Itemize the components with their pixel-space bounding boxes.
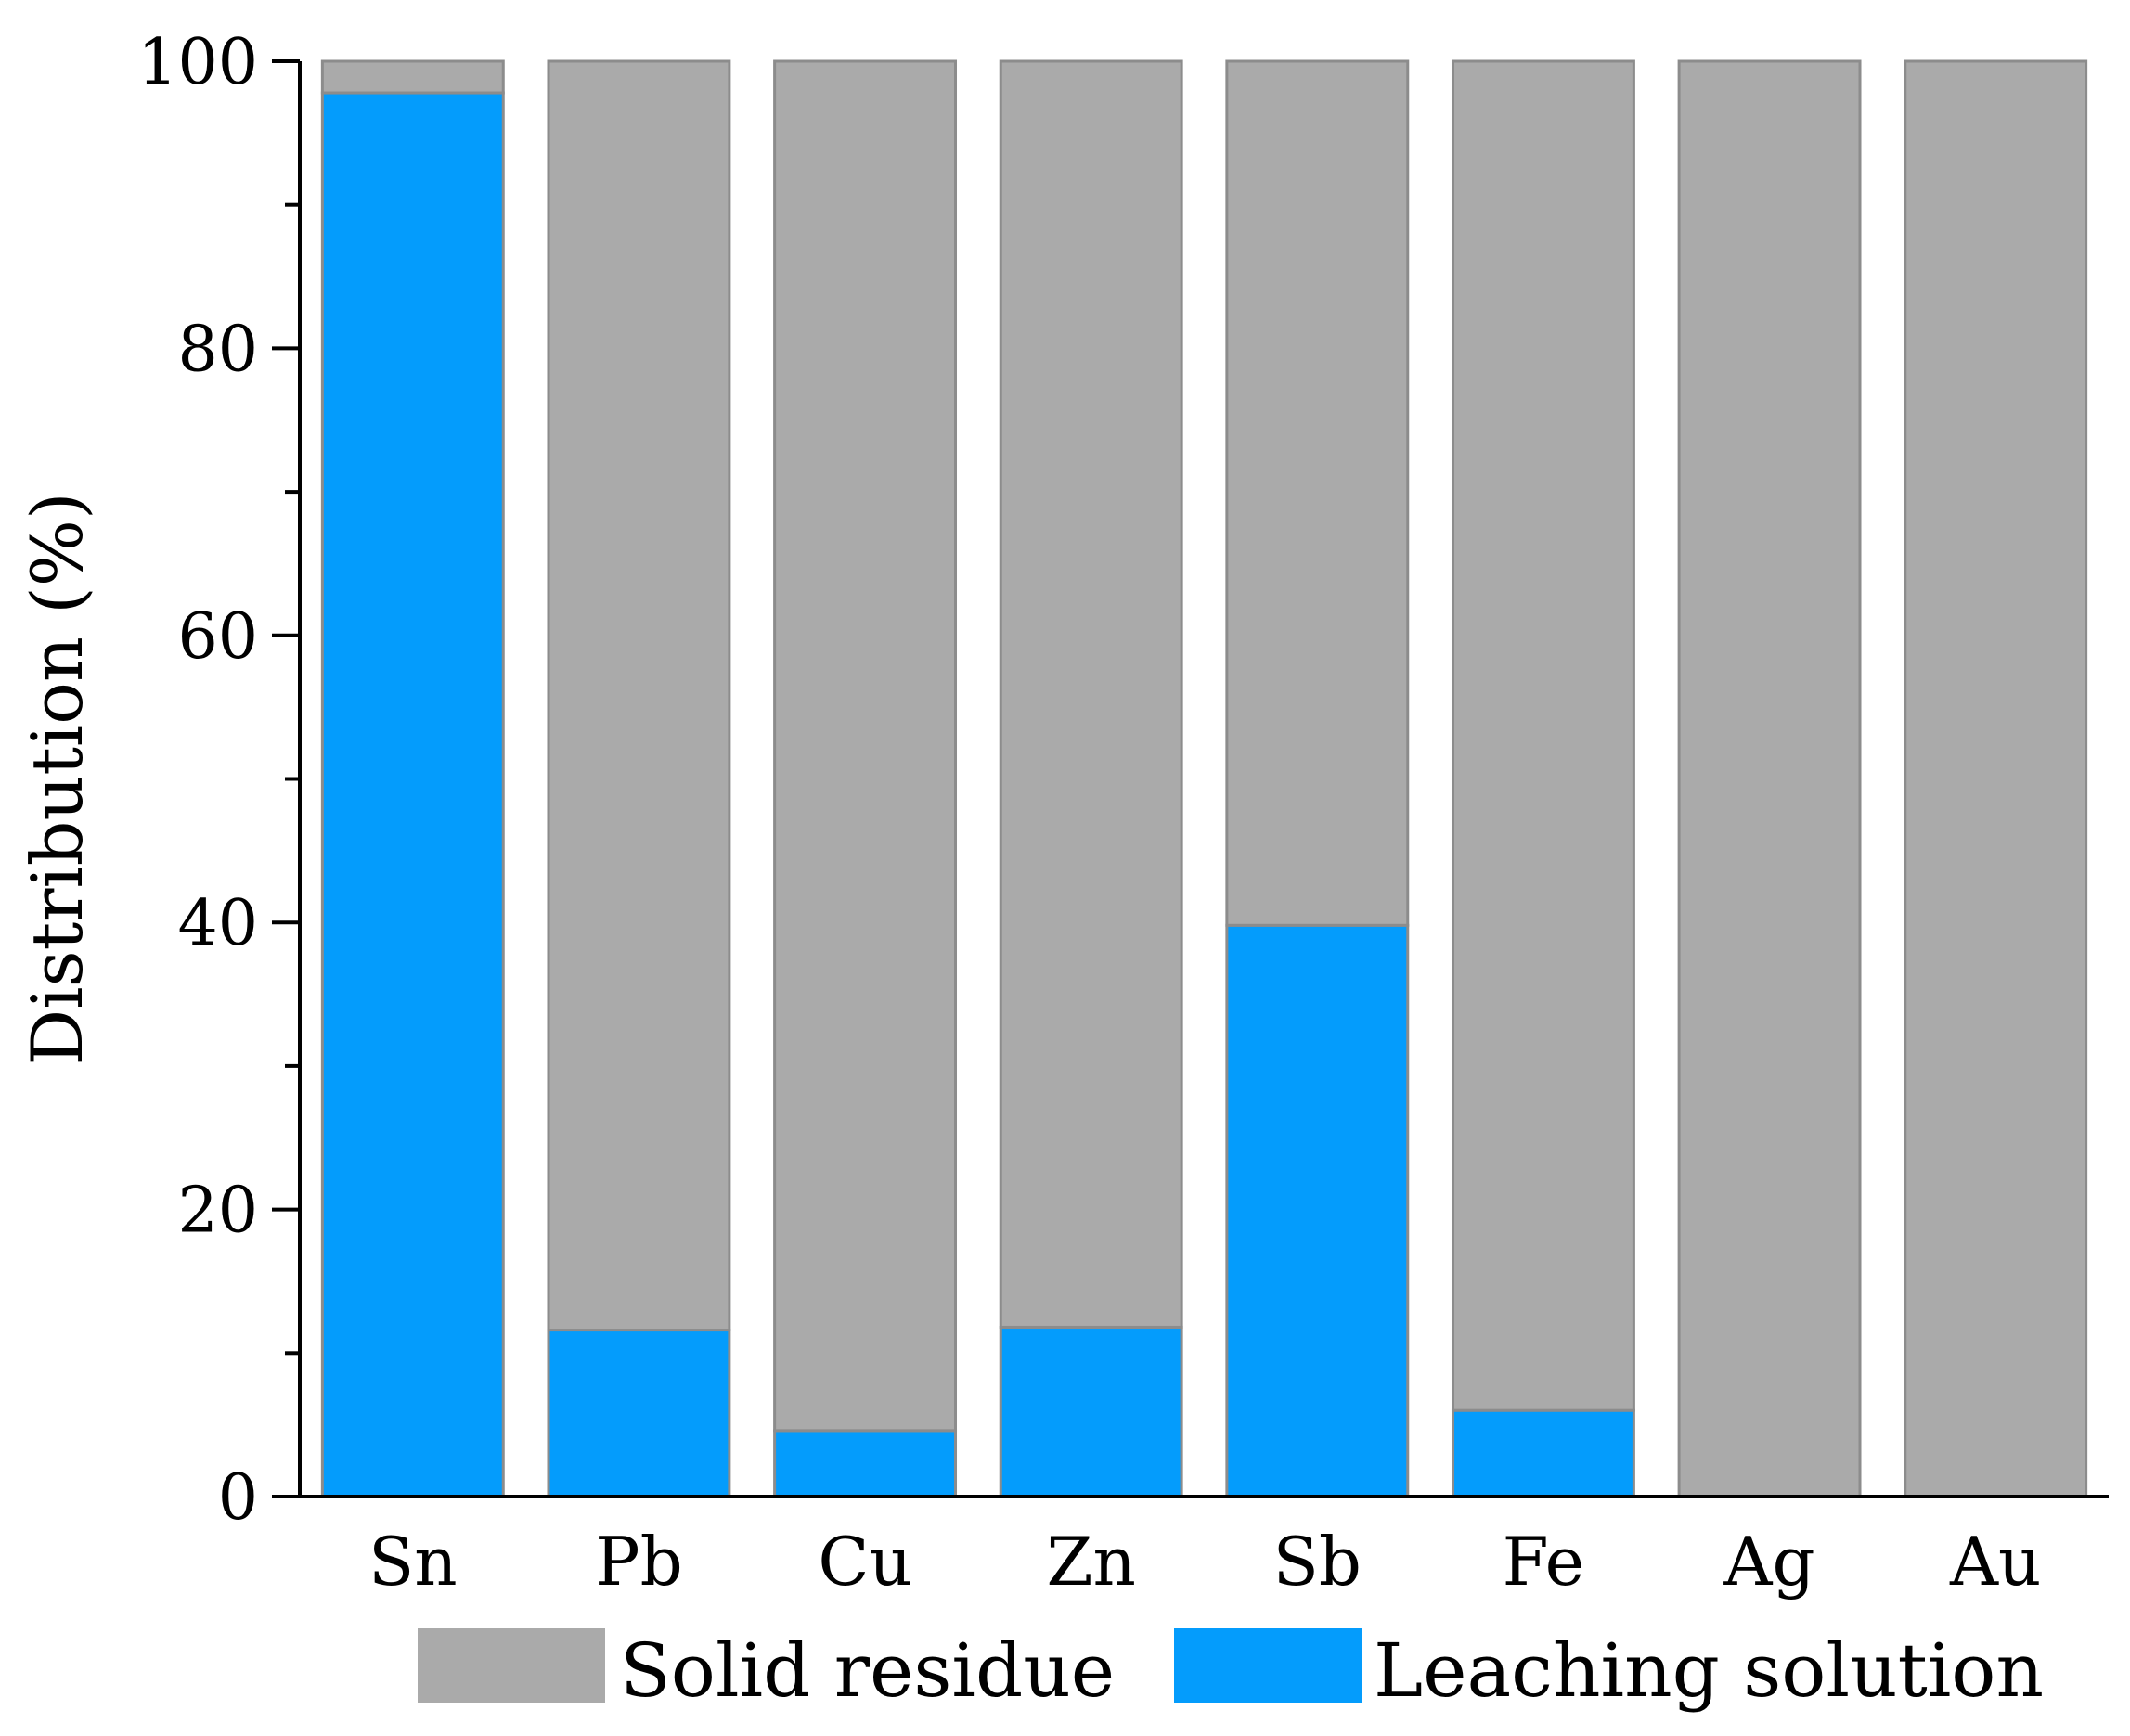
bar-leaching-solution-pb	[547, 1329, 731, 1498]
x-tick-label: Sb	[1273, 1523, 1362, 1601]
x-tick-label: Fe	[1503, 1523, 1585, 1601]
legend-swatch-leaching-solution	[1174, 1628, 1362, 1703]
legend-label-solid-residue: Solid residue	[620, 1627, 1115, 1714]
x-tick-label: Pb	[595, 1523, 683, 1601]
x-tick-label: Sn	[368, 1523, 458, 1601]
x-tick-label: Cu	[818, 1523, 911, 1601]
y-tick-label: 100	[137, 26, 258, 99]
y-tick-label: 40	[177, 887, 258, 960]
bar-solid-residue-sb	[1225, 59, 1410, 927]
legend-swatch-solid-residue	[418, 1628, 605, 1703]
bar-leaching-solution-zn	[999, 1325, 1183, 1498]
bar-leaching-solution-cu	[773, 1429, 958, 1498]
y-axis-ticks: 0 20 40 60 80 100	[137, 26, 300, 1535]
legend-label-leaching-solution: Leaching solution	[1374, 1627, 2044, 1714]
bar-solid-residue-zn	[999, 59, 1183, 1329]
bar-leaching-solution-fe	[1451, 1408, 1635, 1498]
y-tick-label: 80	[177, 313, 258, 386]
bar-solid-residue-sn	[320, 59, 505, 95]
x-tick-label: Zn	[1046, 1523, 1135, 1601]
y-tick-label: 20	[177, 1175, 258, 1248]
bar-solid-residue-fe	[1451, 59, 1635, 1412]
bar-leaching-solution-sn	[320, 91, 505, 1498]
y-tick-label: 60	[177, 600, 258, 674]
y-axis-title: Distribution (%)	[16, 492, 98, 1065]
legend: Solid residue Leaching solution	[418, 1627, 2044, 1714]
y-tick-label: 0	[218, 1461, 258, 1535]
bar-solid-residue-ag	[1677, 59, 1862, 1498]
bar-solid-residue-cu	[773, 59, 958, 1433]
bar-leaching-solution-sb	[1225, 923, 1410, 1498]
x-axis-category-labels: Sn Pb Cu Zn Sb Fe Ag Au	[368, 1523, 2041, 1601]
bar-solid-residue-pb	[547, 59, 731, 1332]
bar-group	[320, 59, 2088, 1498]
x-tick-label: Ag	[1723, 1523, 1815, 1601]
x-tick-label: Au	[1949, 1523, 2041, 1601]
bar-solid-residue-au	[1904, 59, 2088, 1498]
